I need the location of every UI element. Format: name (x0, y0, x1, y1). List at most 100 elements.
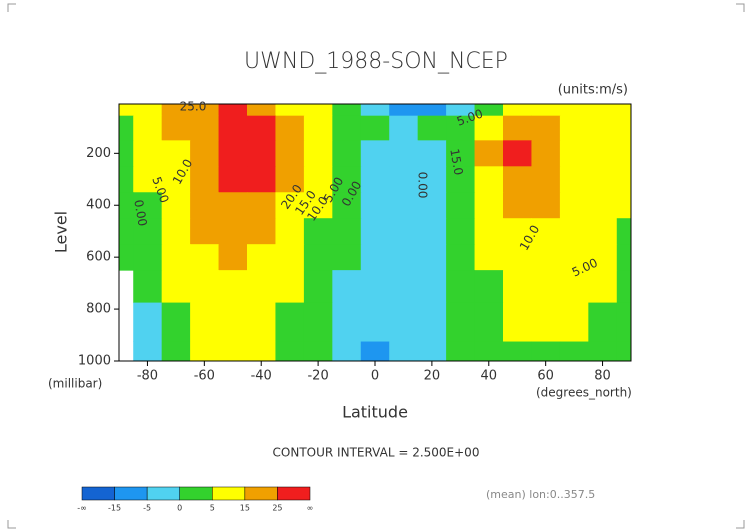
subtitle: (units:m/s) (558, 83, 628, 98)
cell (389, 302, 419, 343)
cell (161, 218, 191, 245)
cell (503, 140, 532, 167)
cell (588, 192, 618, 219)
cell (303, 302, 333, 343)
cell (389, 244, 419, 271)
cell (360, 341, 390, 362)
cell (119, 166, 134, 193)
cell (360, 115, 390, 141)
cell (133, 302, 163, 343)
cell (360, 218, 390, 245)
contour-label: 25.0 (180, 100, 207, 114)
cell (559, 166, 589, 193)
cell (446, 140, 476, 167)
cell (474, 244, 504, 271)
cell (503, 341, 532, 362)
cell (133, 341, 163, 362)
contour-label: 0.00 (416, 172, 430, 199)
x-tick-label: -80 (137, 369, 158, 384)
cell (190, 341, 220, 362)
cell (190, 244, 220, 271)
cell (218, 218, 248, 245)
cell (218, 166, 248, 193)
cell (389, 218, 419, 245)
cell (503, 244, 532, 271)
y-tick-label: 800 (86, 302, 111, 317)
cell (474, 166, 504, 193)
cell (332, 104, 362, 117)
cell (303, 218, 333, 245)
contour-label: 15.0 (447, 148, 465, 177)
y-axis-label: Level (52, 211, 71, 253)
cell (616, 166, 632, 193)
cell (275, 115, 305, 141)
cell (218, 341, 248, 362)
x-axis-label: Latitude (342, 403, 408, 422)
colorbar-label: ∞ (307, 504, 314, 513)
colorbar-swatch (277, 486, 311, 501)
cell (133, 166, 163, 193)
cell (275, 270, 305, 304)
cell (247, 244, 276, 271)
cell (161, 104, 191, 117)
cell (446, 166, 476, 193)
cell (446, 115, 476, 141)
cell (389, 140, 419, 167)
cell (616, 115, 632, 141)
colorbar-label: 0 (177, 504, 182, 513)
cell (190, 192, 220, 219)
cell (616, 104, 632, 117)
cell (332, 302, 362, 343)
cell (588, 166, 618, 193)
cell (559, 192, 589, 219)
cell (417, 104, 447, 117)
cell (275, 341, 305, 362)
cell (531, 302, 561, 343)
cell (474, 341, 504, 362)
cell (616, 244, 632, 271)
cell (616, 302, 632, 343)
cell (218, 270, 248, 304)
cell (616, 140, 632, 167)
colorbar-label: -∞ (77, 504, 87, 513)
cell (616, 341, 632, 362)
cell (303, 115, 333, 141)
colorbar-label: 15 (240, 504, 250, 513)
colorbar-label: -5 (143, 504, 151, 513)
cell (417, 166, 447, 193)
cell (531, 218, 561, 245)
cell (559, 244, 589, 271)
cell (588, 140, 618, 167)
cell (360, 302, 390, 343)
cell (531, 166, 561, 193)
x-tick-label: 0 (371, 369, 379, 384)
cell (190, 270, 220, 304)
cell (417, 115, 447, 141)
cell (332, 218, 362, 245)
colorbar-swatch (244, 486, 278, 501)
cell (218, 140, 248, 167)
footnote: (mean) lon:0..357.5 (486, 488, 595, 501)
cell (446, 302, 476, 343)
cell (275, 104, 305, 117)
cell (332, 166, 362, 193)
cell (531, 244, 561, 271)
y-unit: (millibar) (48, 377, 102, 391)
cell (588, 104, 618, 117)
cell (275, 302, 305, 343)
cell (247, 192, 276, 219)
cell (559, 270, 589, 304)
cell (119, 140, 134, 167)
cell (389, 192, 419, 219)
x-tick-label: -20 (307, 369, 328, 384)
colorbar-swatch (212, 486, 246, 501)
cell (190, 218, 220, 245)
cell (247, 166, 276, 193)
cell (275, 140, 305, 167)
colorbar-swatch (179, 486, 213, 501)
cell (446, 192, 476, 219)
cell (446, 244, 476, 271)
cell (389, 270, 419, 304)
cell (303, 166, 333, 193)
cell (616, 192, 632, 219)
